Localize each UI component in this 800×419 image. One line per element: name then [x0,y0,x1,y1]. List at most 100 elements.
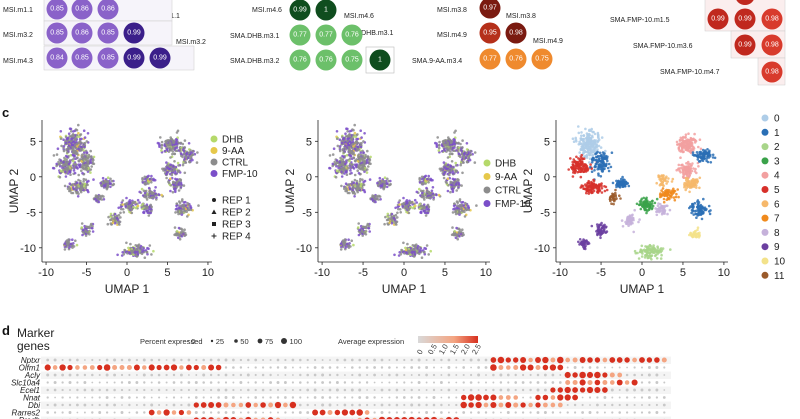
scatter-point [357,187,361,190]
scatter-point [581,142,584,145]
scatter-point [591,135,594,139]
scatter-point [591,145,595,148]
scatter-point [695,180,699,183]
scatter-point [52,167,56,170]
scatter-point [707,151,710,154]
scatter-point [332,147,336,150]
scatter-point [407,211,411,215]
scatter-point [597,225,601,229]
scatter-point [593,140,596,143]
scatter-point [182,184,186,187]
scatter-point [462,204,466,207]
scatter-point [76,167,79,170]
scatter-point [69,242,73,246]
scatter-point [405,210,408,214]
scatter-point [690,179,693,182]
scatter-point [620,219,624,222]
scatter-point [63,242,67,245]
y-tick-label: -5 [302,207,312,219]
scatter-point [338,168,342,172]
scatter-point [355,179,359,183]
scatter-point [340,175,344,178]
scatter-point [596,133,600,136]
scatter-point [335,130,339,133]
scatter-point [595,143,598,147]
scatter-point [75,243,79,247]
scatter-point [691,162,694,165]
scatter-point [419,211,422,214]
scatter-point [393,253,396,257]
scatter-point [143,204,147,208]
scatter-point [584,127,587,131]
corr-value: 0.99 [293,7,307,14]
scatter-point [602,224,606,228]
scatter-point [154,186,157,189]
scatter-point [430,189,434,193]
scatter-point [338,164,342,167]
scatter-point [449,141,453,145]
scatter-point [181,163,185,167]
scatter-point [701,212,705,215]
corr-circle [123,22,145,44]
scatter-point [648,244,652,247]
scatter-point [177,226,181,230]
scatter-point [696,158,700,161]
scatter-point [446,147,449,150]
scatter-point [586,185,590,189]
scatter-point [342,166,346,169]
scatter-point [184,204,188,207]
scatter-point [690,183,694,186]
corr-diag-label: MSI.m3.2 [176,39,206,46]
scatter-point [590,224,594,228]
scatter-point [677,146,681,149]
scatter-point [460,152,464,156]
panel-letter-c: c [2,105,9,120]
scatter-point [390,212,394,216]
scatter-point [588,128,591,132]
scatter-point [338,145,342,148]
scatter-point [353,178,357,182]
scatter-point [443,170,447,174]
scatter-point [359,184,363,188]
scatter-point [571,137,575,140]
scatter-point [457,211,461,214]
scatter-point [70,191,73,195]
scatter-point [394,206,397,210]
scatter-point [109,177,112,181]
scatter-point [457,227,461,231]
scatter-point [348,130,351,133]
scatter-point [338,160,342,164]
corr-circle [761,34,783,56]
scatter-point [361,188,365,192]
scatter-point [578,168,581,171]
scatter-point [184,161,188,164]
scatter-point [455,200,459,203]
scatter-point [443,147,446,151]
corr-value: 1 [378,57,382,64]
scatter-point [109,212,113,216]
scatter-point [607,169,611,173]
y-tick-label: 5 [544,136,550,148]
scatter-point [693,201,697,205]
corr-circle [315,49,337,71]
scatter-point [80,145,83,149]
scatter-point [427,191,431,195]
scatter-point [353,185,357,188]
legend-label: DHB [495,159,516,170]
scatter-point [72,153,75,157]
scatter-point [357,233,361,237]
scatter-point [599,183,602,186]
scatter-point [582,137,586,141]
scatter-point [80,155,84,159]
scatter-point [430,179,433,182]
corr-circle [71,0,93,20]
scatter-point [684,170,688,174]
scatter-point [77,173,80,177]
scatter-point [160,146,163,150]
scatter-point [91,224,94,228]
scatter-point [352,156,355,159]
replicate-label: REP 1 [222,196,251,207]
scatter-point [352,167,356,170]
scatter-point [344,148,348,151]
